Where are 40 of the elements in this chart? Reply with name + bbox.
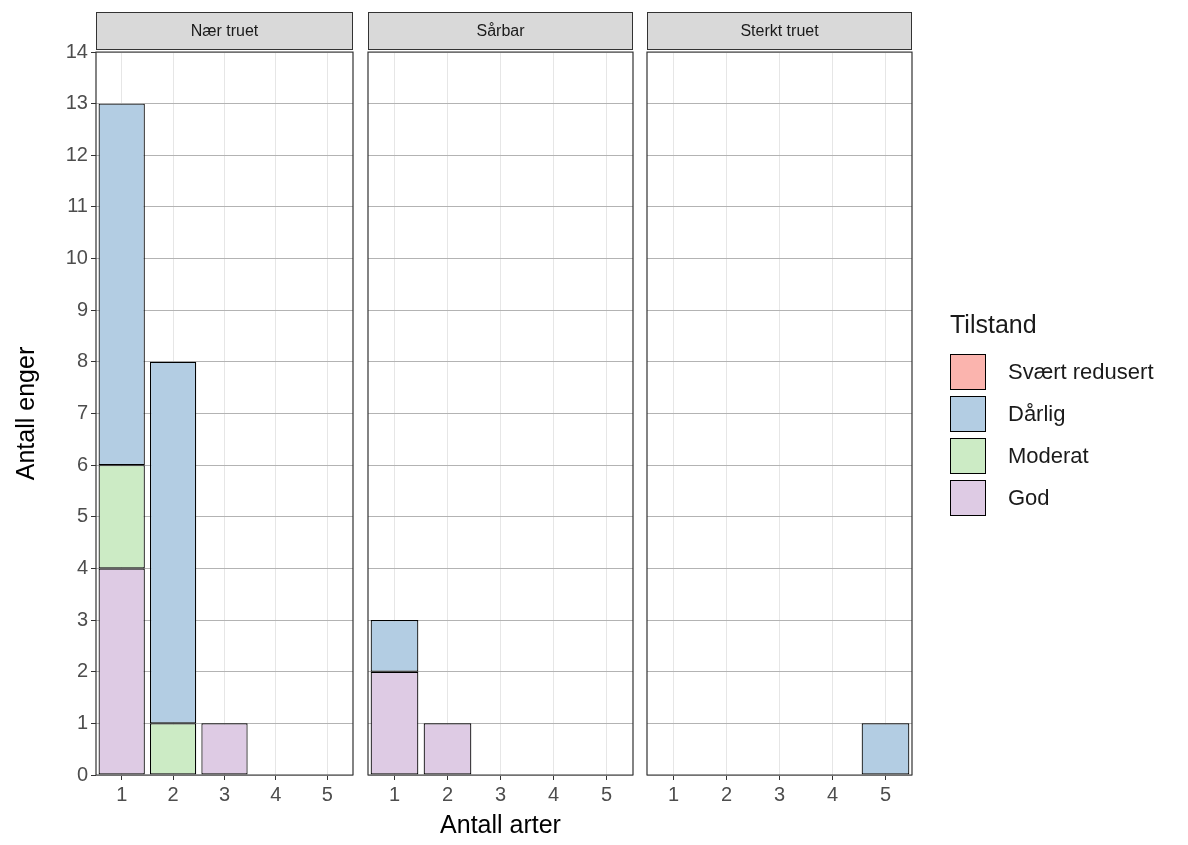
x-tick-label: 3 — [773, 782, 786, 805]
x-tick-label: 5 — [879, 782, 892, 805]
legend-label: Dårlig — [1008, 401, 1066, 427]
y-tick-label: 2 — [76, 659, 88, 682]
x-tick-label: 4 — [270, 782, 282, 805]
y-axis-title: Antall enger — [10, 346, 39, 481]
x-tick-label: 3 — [494, 782, 507, 805]
y-tick-label: 14 — [65, 39, 88, 62]
y-tick-label: 10 — [65, 246, 88, 269]
x-tick-label: 2 — [720, 782, 733, 805]
y-tick-label: 11 — [67, 194, 88, 217]
y-tick-label: 7 — [76, 401, 88, 424]
x-tick-label: 1 — [116, 782, 128, 805]
y-tick-label: 0 — [76, 762, 88, 785]
chart-title: Sterkt truet — [647, 12, 912, 50]
x-tick-label: 1 — [667, 782, 680, 805]
legend-title: Tilstand — [950, 310, 1038, 339]
y-tick-label: 6 — [76, 452, 88, 475]
legend-label: Moderat — [1008, 443, 1089, 469]
x-tick-label: 2 — [441, 782, 454, 805]
chart-title: Sårbar — [368, 12, 633, 50]
y-tick-label: 3 — [76, 607, 88, 630]
x-tick-label: 5 — [600, 782, 613, 805]
x-tick-label: 1 — [388, 782, 401, 805]
y-tick-label: 9 — [76, 297, 88, 320]
x-tick-label: 4 — [826, 782, 839, 805]
chart-title: Nær truet — [96, 12, 353, 50]
y-tick-label: 8 — [76, 349, 88, 372]
y-tick-label: 4 — [76, 555, 88, 578]
x-tick-label: 3 — [218, 782, 231, 805]
x-axis-title: Antall arter — [440, 809, 561, 838]
x-tick-label: 4 — [547, 782, 560, 805]
legend-label: Svært redusert — [1008, 359, 1154, 385]
x-tick-label: 5 — [321, 782, 333, 805]
y-tick-label: 1 — [76, 710, 88, 733]
x-tick-label: 2 — [167, 782, 179, 805]
y-tick-label: 13 — [65, 91, 88, 114]
y-tick-label: 5 — [76, 504, 88, 527]
y-tick-label: 12 — [65, 142, 88, 165]
legend-label: God — [1008, 485, 1050, 511]
